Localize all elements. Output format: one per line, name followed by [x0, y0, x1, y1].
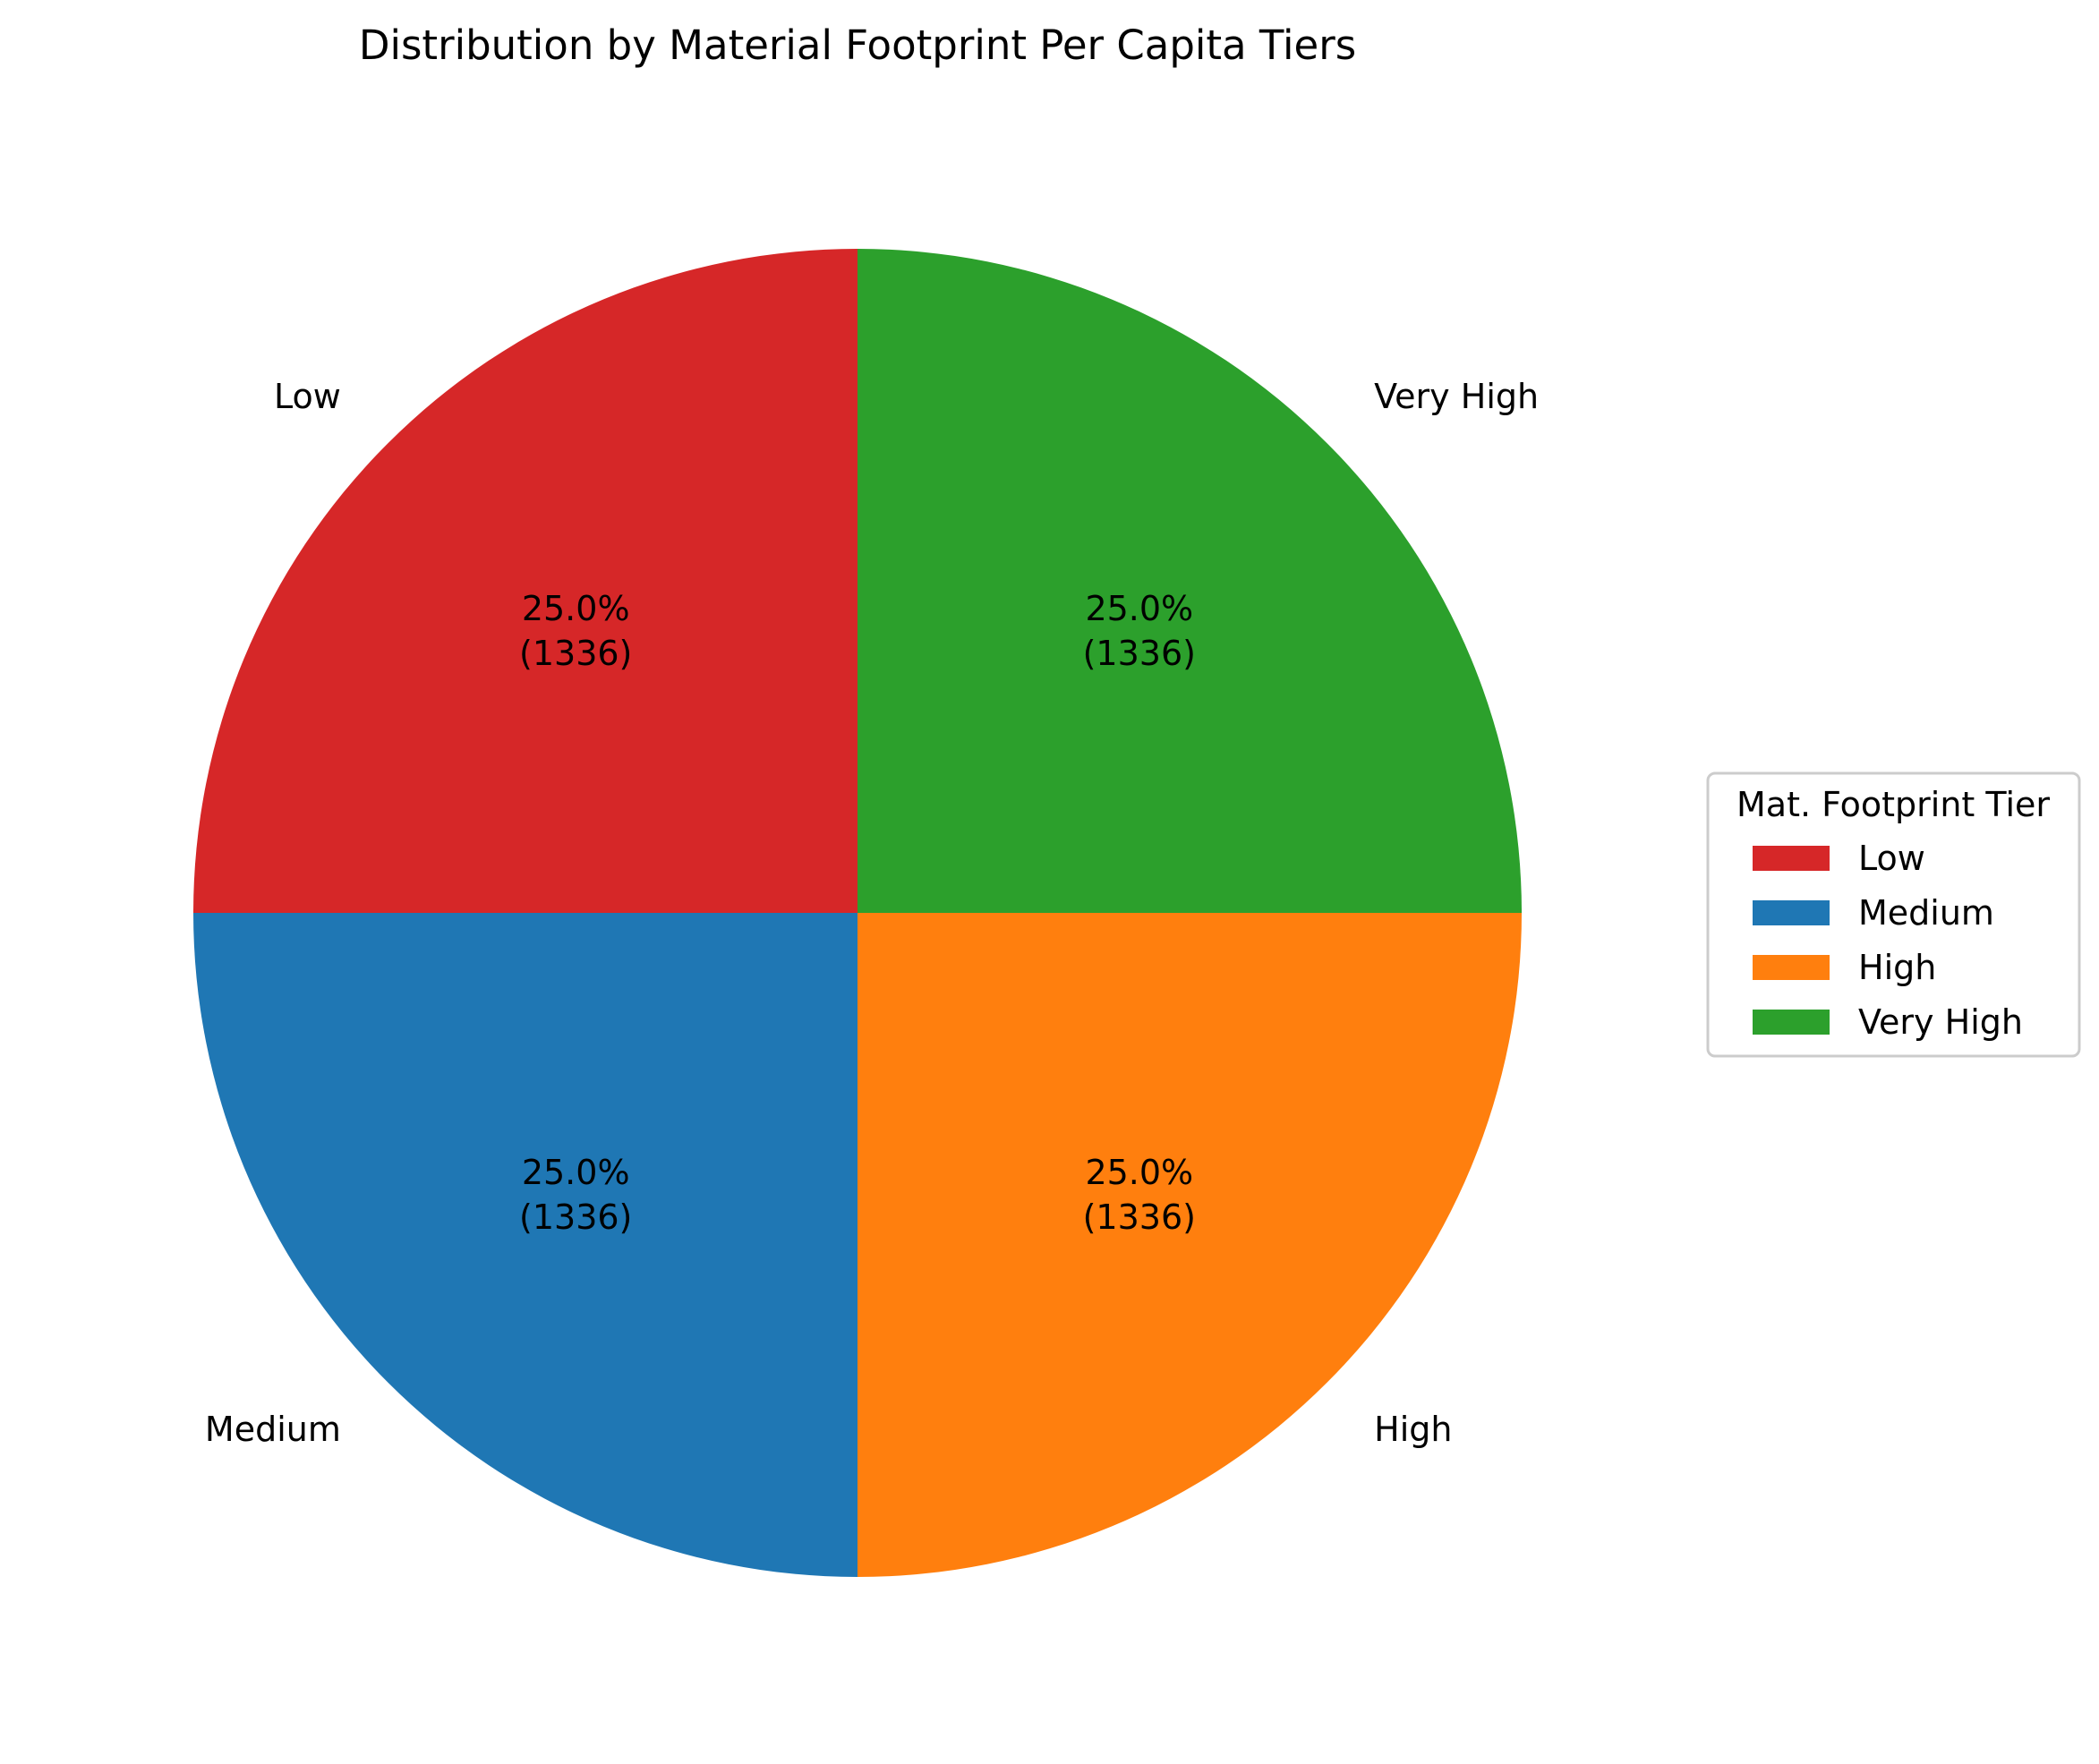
- pie-slice-high: [858, 913, 1522, 1577]
- legend-frame: [1706, 771, 2081, 1058]
- count-label-low: (1336): [519, 634, 632, 673]
- percent-label-high: 25.0%: [1085, 1153, 1193, 1192]
- legend-label-high: High: [1858, 948, 1936, 987]
- pie-slice-labels: Low Medium High Very High: [205, 377, 1539, 1449]
- legend-swatch-medium: [1753, 900, 1830, 925]
- percent-label-very-high: 25.0%: [1085, 589, 1193, 628]
- legend-label-medium: Medium: [1858, 893, 1994, 933]
- slice-label-very-high: Very High: [1374, 377, 1539, 416]
- slice-label-medium: Medium: [205, 1410, 341, 1449]
- slice-label-high: High: [1374, 1410, 1452, 1449]
- pie-slice-very-high: [858, 249, 1522, 913]
- count-label-very-high: (1336): [1083, 634, 1196, 673]
- pie-slices: [193, 249, 1522, 1577]
- legend-entries: Low Medium High Very High: [1753, 839, 2023, 1042]
- chart-title: Distribution by Material Footprint Per C…: [359, 21, 1356, 69]
- slice-label-low: Low: [274, 377, 341, 416]
- legend-swatch-high: [1753, 955, 1830, 980]
- percent-label-medium: 25.0%: [522, 1153, 630, 1192]
- count-label-medium: (1336): [519, 1197, 632, 1237]
- legend-label-low: Low: [1858, 839, 1925, 878]
- legend: Mat. Footprint Tier Low Medium High Very Hi…: [1706, 771, 2081, 1058]
- percent-label-low: 25.0%: [522, 589, 630, 628]
- pie-slice-low: [193, 249, 858, 913]
- legend-label-very-high: Very High: [1858, 1002, 2023, 1042]
- legend-swatch-very-high: [1753, 1010, 1830, 1035]
- pie-percent-labels: 25.0% (1336) 25.0% (1336) 25.0% (1336) 25.0% (1…: [519, 589, 1196, 1237]
- pie-slice-medium: [193, 913, 858, 1577]
- count-label-high: (1336): [1083, 1197, 1196, 1237]
- legend-swatch-low: [1753, 846, 1830, 871]
- legend-title: Mat. Footprint Tier: [1736, 785, 2050, 824]
